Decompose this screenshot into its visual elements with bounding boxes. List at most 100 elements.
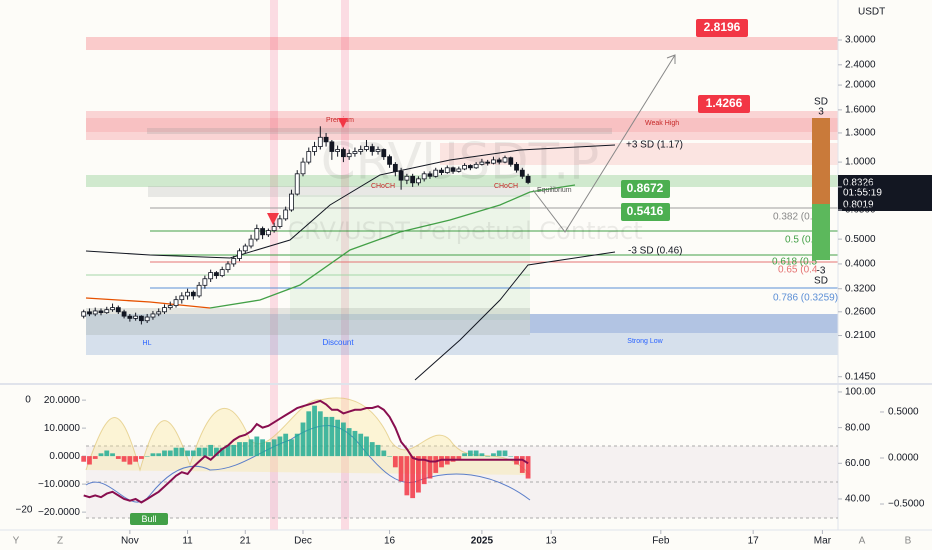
osc-y3-tick-label: 0.5000 [888,407,919,418]
x-tick-label: 17 [748,536,760,547]
histogram-bar [340,422,346,457]
histogram-bar [519,456,525,473]
price-tag-label: 0.8672 [627,181,664,195]
candle-body [496,159,502,163]
candle-body [439,169,444,173]
price-tag [621,203,670,221]
histogram-bar [502,450,508,457]
histogram-bar [317,411,323,457]
histogram-bar [231,444,237,457]
candle-body [300,161,306,175]
candle-body [242,245,248,252]
histogram-bar [144,456,150,457]
histogram-bar [283,433,289,457]
x-tick-label: 2025 [471,536,494,547]
watermark-subtitle: CRV/USDT Perpetual Contract [287,217,642,245]
candle-body [410,175,416,184]
histogram-bar [439,456,444,468]
candle-body [219,269,225,277]
signal-badge [130,513,168,525]
histogram-bar [525,456,531,479]
candle-body [485,161,491,164]
candle-body [508,157,514,165]
histogram-bar [127,456,133,465]
histogram-bar [421,456,427,485]
candle-body [248,238,254,247]
x-tick-label: Nov [121,536,139,547]
osc-y2-tick-label: 100.00 [845,387,876,398]
y-tick-label: 2.0000 [845,80,876,91]
candle-body [121,311,127,317]
histogram-bar [87,456,92,465]
x-tick-label: 11 [182,536,193,547]
candle-body [87,311,92,315]
premium-zone-inner [86,118,838,132]
candle-body [150,313,156,318]
histogram-bar [92,456,98,459]
histogram-bar [392,456,398,468]
candle-body [260,228,265,236]
candle-body [283,209,289,220]
toolbar-button[interactable]: A [859,536,866,547]
candle-body [462,165,467,170]
candle-body [81,311,87,317]
y-tick-label: 0.2600 [845,306,876,317]
fill-area [290,195,530,320]
mark-price-tag [838,199,932,211]
histogram-bar [138,456,144,459]
osc-tick-label: −10.0000 [38,479,80,490]
candle-body [312,146,317,152]
toolbar-button[interactable]: Z [57,536,63,547]
histogram-bar [214,447,219,457]
y-tick-label: 1.3000 [845,128,876,139]
histogram-bar [115,456,121,459]
candle-body [133,315,139,319]
annotation: Equilibrium [537,187,572,194]
marker [338,118,348,128]
histogram-bar [196,447,202,457]
annotation: 0.5 (0.5 [785,235,819,246]
candle-body [190,291,196,297]
moving-average [209,184,576,309]
candle-body [277,218,283,227]
histogram-bar [346,428,352,457]
candle-body [427,173,433,177]
toolbar-button[interactable]: Y [13,536,20,547]
candle-body [444,167,450,173]
histogram-bar [173,447,179,457]
candle-body [173,299,179,306]
candle-body [202,278,208,286]
candle-body [138,315,144,322]
histogram-bar [225,444,231,457]
histogram-bar [271,439,277,457]
annotation: 0.382 (0.6 [773,212,818,223]
candle-body [323,136,329,143]
candle-body [525,175,531,183]
histogram-bar [306,411,312,457]
candle-body [289,193,294,211]
candle-body [254,228,260,240]
price-tag [698,95,750,113]
histogram-bar [467,450,473,457]
candle-body [294,173,300,195]
osc-y2-tick-label: 80.00 [845,422,870,433]
candle-body [104,309,110,314]
histogram-bar [456,456,462,459]
y-tick-label: 0.6500 [845,205,876,216]
candle-body [514,163,519,171]
osc-tick-label: −20.0000 [38,507,80,518]
histogram-bar [219,447,225,457]
y-tick-label: 3.0000 [845,35,876,46]
histogram-bar [364,436,369,457]
histogram-bar [294,433,300,457]
toolbar-button[interactable]: B [905,536,912,547]
osc-y2-tick-label: 60.00 [845,458,870,469]
histogram-bar [427,456,433,479]
histogram-bar [121,456,127,462]
histogram-bar [208,444,214,457]
candle-body [265,230,271,236]
candle-body [364,146,369,150]
histogram-bar [265,442,271,457]
histogram-bar [381,450,387,457]
